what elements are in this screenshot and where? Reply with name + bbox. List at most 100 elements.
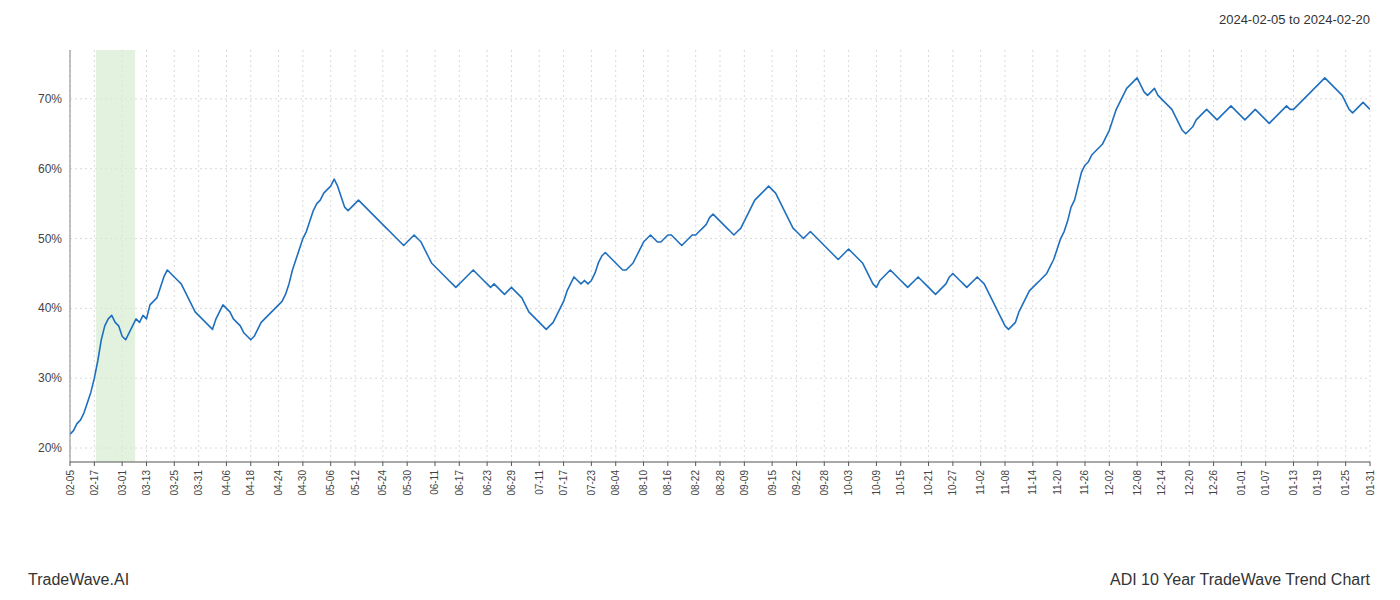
x-tick-label: 03-01 [117,470,128,496]
y-axis-line [70,50,71,462]
x-grid-line [1241,50,1242,462]
x-grid-line [539,50,540,462]
x-grid-line [198,50,199,462]
y-grid-line [70,168,1370,169]
x-tick-label: 08-10 [638,470,649,496]
x-tick-label: 11-08 [1000,470,1011,495]
x-tick-label: 10-03 [843,470,854,496]
x-tick-label: 09-28 [819,470,830,496]
x-tick-label: 08-22 [690,470,701,496]
x-tick-label: 05-06 [325,470,336,496]
x-grid-line [382,50,383,462]
x-grid-line [302,50,303,462]
x-grid-line [980,50,981,462]
x-grid-line [591,50,592,462]
x-tick-label: 10-21 [923,470,934,496]
x-grid-line [848,50,849,462]
x-tick-label: 10-09 [871,470,882,496]
x-grid-line [355,50,356,462]
x-grid-line [1057,50,1058,462]
x-tick-label: 04-24 [273,470,284,496]
x-tick-label: 11-26 [1079,470,1090,495]
highlight-band [96,50,135,462]
x-tick-label: 07-11 [534,470,545,495]
x-grid-line [434,50,435,462]
x-grid-line [459,50,460,462]
y-tick-label: 30% [38,371,62,385]
plot-area [70,50,1370,462]
x-tick-label: 05-24 [377,470,388,496]
x-tick-label: 04-18 [245,470,256,496]
x-grid-line [928,50,929,462]
x-tick-label: 01-31 [1365,470,1376,496]
trend-line [70,78,1370,434]
x-tick-label: 02-17 [89,470,100,496]
x-tick-label: 02-05 [65,470,76,496]
x-tick-label: 01-19 [1312,470,1323,496]
x-tick-label: 12-14 [1156,470,1167,496]
x-tick-label: 10-27 [947,470,958,496]
x-grid-line [1137,50,1138,462]
x-tick-label: 04-30 [297,470,308,496]
x-grid-line [1005,50,1006,462]
y-grid-line [70,378,1370,379]
x-grid-line [226,50,227,462]
x-grid-line [1345,50,1346,462]
x-grid-line [796,50,797,462]
x-grid-line [407,50,408,462]
x-grid-line [1317,50,1318,462]
x-grid-line [900,50,901,462]
y-tick-label: 20% [38,441,62,455]
x-grid-line [1189,50,1190,462]
x-grid-line [70,50,71,462]
x-tick-label: 06-11 [429,470,440,495]
x-tick-label: 10-15 [895,470,906,496]
x-grid-line [876,50,877,462]
title: ADI 10 Year TradeWave Trend Chart [1110,571,1371,588]
x-tick-label: 03-13 [141,470,152,496]
x-grid-line [1084,50,1085,462]
x-grid-line [695,50,696,462]
x-grid-line [720,50,721,462]
x-grid-line [146,50,147,462]
x-grid-line [174,50,175,462]
x-grid-line [1161,50,1162,462]
x-tick-label: 12-08 [1132,470,1143,496]
x-tick-label: 01-13 [1288,470,1299,496]
x-grid-line [563,50,564,462]
x-tick-label: 08-28 [715,470,726,496]
x-tick-label: 01-25 [1340,470,1351,496]
y-tick-label: 60% [38,162,62,176]
x-tick-label: 06-17 [454,470,465,496]
axes: 20%30%40%50%60%70%02-0502-1703-0103-1303… [38,50,1376,496]
x-grid-line [772,50,773,462]
x-tick-label: 07-17 [558,470,569,496]
y-tick-label: 70% [38,92,62,106]
y-grid-line [70,238,1370,239]
x-grid-line [1213,50,1214,462]
x-tick-label: 01-07 [1260,470,1271,496]
x-grid-line [330,50,331,462]
chart-container: 20%30%40%50%60%70%02-0502-1703-0103-1303… [0,0,1400,600]
x-axis-line [70,461,1370,462]
y-tick-label: 50% [38,232,62,246]
x-grid-line [94,50,95,462]
x-grid-line [511,50,512,462]
x-tick-label: 11-14 [1027,470,1038,495]
x-grid-line [824,50,825,462]
annotation: TradeWave.AI [28,571,129,588]
x-tick-label: 05-30 [402,470,413,496]
x-grid-line [643,50,644,462]
x-grid-line [278,50,279,462]
y-tick-label: 40% [38,301,62,315]
x-tick-label: 09-15 [767,470,778,496]
x-grid-line [615,50,616,462]
x-tick-label: 08-04 [610,470,621,496]
x-grid-line [744,50,745,462]
subtitle: 2024-02-05 to 2024-02-20 [1219,12,1370,27]
y-grid-line [70,308,1370,309]
x-tick-label: 07-23 [586,470,597,496]
x-tick-label: 12-20 [1184,470,1195,496]
x-tick-label: 12-26 [1208,470,1219,496]
x-grid-line [250,50,251,462]
